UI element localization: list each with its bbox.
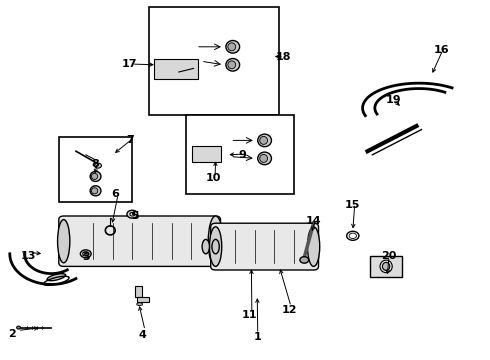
- Ellipse shape: [226, 59, 240, 71]
- Text: 2: 2: [8, 329, 16, 339]
- Text: 11: 11: [242, 310, 258, 320]
- Ellipse shape: [90, 171, 101, 181]
- Ellipse shape: [258, 134, 271, 147]
- Text: 5: 5: [131, 211, 139, 221]
- Ellipse shape: [58, 220, 70, 263]
- Ellipse shape: [260, 136, 268, 144]
- Text: 14: 14: [306, 216, 321, 226]
- FancyBboxPatch shape: [59, 216, 220, 266]
- Bar: [154, 59, 198, 79]
- Text: 18: 18: [275, 51, 291, 62]
- Bar: [137, 297, 149, 302]
- Ellipse shape: [226, 41, 240, 53]
- Bar: [370, 256, 402, 277]
- Text: 17: 17: [122, 59, 138, 69]
- Ellipse shape: [80, 250, 91, 258]
- Text: 1: 1: [253, 332, 261, 342]
- Ellipse shape: [382, 262, 390, 270]
- Text: 7: 7: [126, 135, 134, 145]
- Text: 13: 13: [21, 251, 36, 261]
- Bar: [192, 146, 221, 162]
- Ellipse shape: [210, 227, 221, 266]
- Ellipse shape: [95, 163, 101, 168]
- Bar: [59, 137, 132, 202]
- Ellipse shape: [83, 252, 89, 256]
- Ellipse shape: [17, 326, 21, 329]
- Text: 8: 8: [92, 159, 99, 169]
- Text: 12: 12: [281, 305, 297, 315]
- Ellipse shape: [130, 212, 135, 216]
- Ellipse shape: [137, 303, 143, 306]
- Ellipse shape: [202, 239, 210, 254]
- Bar: [135, 286, 142, 297]
- Text: 3: 3: [82, 252, 90, 262]
- Ellipse shape: [208, 216, 223, 266]
- Ellipse shape: [308, 227, 319, 266]
- Ellipse shape: [300, 257, 309, 263]
- Text: 4: 4: [138, 330, 146, 340]
- FancyBboxPatch shape: [211, 223, 318, 270]
- Ellipse shape: [47, 274, 66, 281]
- Ellipse shape: [90, 186, 101, 196]
- Ellipse shape: [228, 61, 236, 69]
- Bar: [186, 115, 294, 194]
- Ellipse shape: [127, 210, 138, 218]
- Ellipse shape: [91, 188, 98, 194]
- Text: 20: 20: [381, 251, 396, 261]
- Ellipse shape: [228, 43, 236, 51]
- Text: 16: 16: [433, 45, 449, 55]
- Ellipse shape: [258, 152, 271, 165]
- Text: 19: 19: [386, 95, 401, 105]
- Ellipse shape: [212, 239, 220, 254]
- Text: 15: 15: [345, 200, 361, 210]
- Bar: [149, 7, 279, 115]
- Ellipse shape: [260, 154, 268, 162]
- Text: 9: 9: [239, 150, 246, 160]
- Ellipse shape: [91, 174, 98, 180]
- Text: 10: 10: [205, 173, 221, 183]
- Text: 6: 6: [111, 189, 119, 199]
